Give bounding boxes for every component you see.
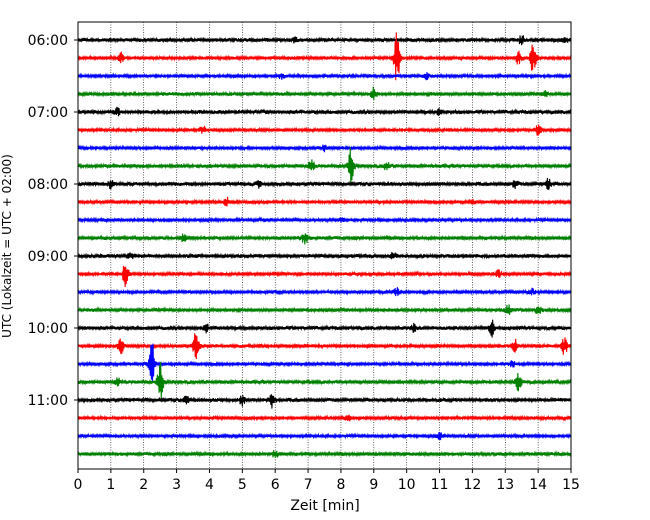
trace-0600 — [77, 35, 572, 46]
trace-1115 — [77, 414, 572, 422]
trace-0830 — [77, 216, 572, 224]
x-axis-label: Zeit [min] — [290, 498, 359, 514]
y-tick-label: 11:00 — [28, 393, 68, 409]
y-tick-label: 09:00 — [28, 249, 68, 265]
trace-0615 — [77, 32, 572, 81]
y-axis-ticks: 06:00 07:00 08:00 09:00 10:00 11:00 — [28, 33, 78, 409]
trace-1000 — [77, 319, 572, 338]
trace-0945 — [77, 304, 572, 315]
x-tick-label: 6 — [271, 477, 280, 493]
trace-1130 — [77, 431, 572, 441]
y-axis-label: UTC (Lokalzeit = UTC + 02:00) — [0, 154, 14, 338]
x-tick-label: 2 — [139, 477, 148, 493]
y-tick-label: 08:00 — [28, 177, 68, 193]
trace-0800 — [77, 177, 572, 190]
x-tick-label: 12 — [463, 477, 481, 493]
x-tick-label: 11 — [431, 477, 449, 493]
trace-0815 — [77, 196, 572, 207]
trace-0700 — [77, 106, 572, 117]
y-tick-label: 06:00 — [28, 33, 68, 49]
trace-1100 — [77, 394, 572, 409]
x-tick-label: 13 — [496, 477, 514, 493]
trace-0900 — [77, 251, 572, 260]
y-tick-label: 07:00 — [28, 105, 68, 121]
trace-0930 — [77, 287, 572, 297]
trace-0645 — [77, 86, 572, 100]
trace-1015 — [77, 333, 572, 360]
trace-0915 — [77, 265, 572, 288]
seismic-traces — [77, 32, 572, 458]
x-tick-label: 1 — [106, 477, 115, 493]
trace-0730 — [77, 144, 572, 153]
x-tick-label: 8 — [336, 477, 345, 493]
trace-1145 — [77, 450, 572, 458]
x-tick-label: 14 — [529, 477, 547, 493]
x-tick-label: 3 — [172, 477, 181, 493]
x-tick-label: 10 — [398, 477, 416, 493]
trace-0715 — [77, 124, 572, 136]
plot-frame — [77, 21, 572, 470]
x-axis-ticks: 0 1 2 3 4 5 6 7 8 9 10 11 12 13 14 15 — [74, 469, 580, 493]
x-tick-label: 15 — [562, 477, 580, 493]
y-tick-label: 10:00 — [28, 321, 68, 337]
x-tick-label: 0 — [74, 477, 83, 493]
x-tick-label: 7 — [304, 477, 313, 493]
trace-0845 — [77, 233, 572, 245]
x-tick-label: 9 — [369, 477, 378, 493]
x-tick-label: 4 — [205, 477, 214, 493]
trace-0630 — [77, 72, 572, 81]
trace-0745 — [77, 147, 572, 185]
trace-1045 — [77, 361, 572, 400]
x-tick-label: 5 — [238, 477, 247, 493]
